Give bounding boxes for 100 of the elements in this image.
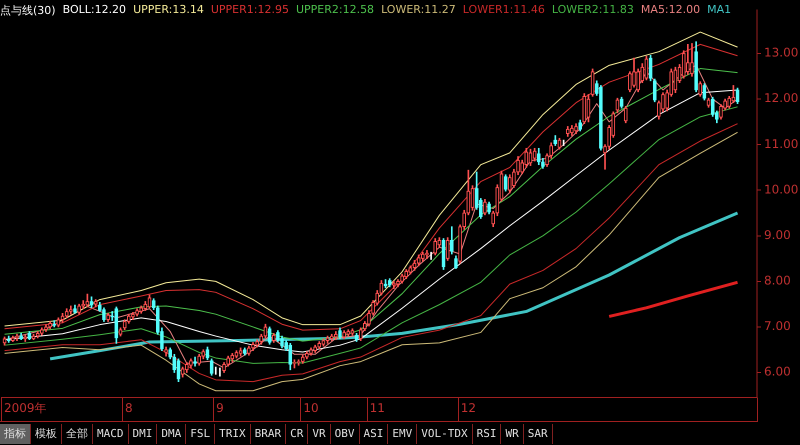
candlestick bbox=[354, 333, 358, 342]
candlestick bbox=[644, 56, 648, 80]
x-tick-label: 10 bbox=[303, 400, 319, 415]
candlestick bbox=[541, 158, 545, 169]
candlestick bbox=[661, 92, 665, 112]
candlestick bbox=[702, 83, 706, 100]
text: OBV bbox=[330, 424, 360, 444]
candlestick bbox=[330, 334, 334, 341]
candlestick bbox=[412, 260, 416, 271]
candlestick bbox=[102, 307, 106, 322]
candlestick bbox=[420, 252, 425, 262]
candlestick bbox=[206, 346, 210, 360]
text: VOL-TDX bbox=[417, 424, 473, 444]
x-tick-label: 11 bbox=[370, 400, 385, 415]
candlestick bbox=[528, 148, 532, 166]
x-tick-label: 2009年 bbox=[4, 400, 47, 415]
candlestick bbox=[698, 81, 702, 97]
y-tick-label: 10.00 bbox=[764, 182, 798, 196]
y-tick-label: 12.00 bbox=[764, 91, 798, 106]
text: CR bbox=[286, 424, 308, 444]
candlestick bbox=[317, 341, 322, 350]
candlestick bbox=[616, 98, 620, 114]
y-tick-label: 9.00 bbox=[764, 228, 791, 242]
candlestick bbox=[214, 366, 217, 375]
candlestick bbox=[442, 238, 446, 270]
candlestick bbox=[68, 306, 73, 315]
candlestick bbox=[425, 250, 429, 259]
candlestick bbox=[44, 324, 48, 332]
candlestick bbox=[674, 66, 678, 94]
text: EMV bbox=[388, 424, 418, 444]
candlestick bbox=[574, 123, 578, 134]
text: ASI bbox=[360, 424, 388, 444]
y-tick-label: 11.00 bbox=[764, 136, 798, 151]
candlestick bbox=[60, 312, 64, 323]
candlestick bbox=[135, 308, 139, 316]
text: MACD bbox=[93, 424, 128, 444]
chart-title: 点与线(30) bbox=[0, 3, 56, 18]
candlestick bbox=[483, 199, 487, 216]
candlestick bbox=[77, 304, 81, 315]
y-tick-label: 7.00 bbox=[764, 319, 791, 334]
candlestick bbox=[632, 58, 636, 88]
candlestick bbox=[90, 296, 94, 308]
text: LOWER2:11.83 bbox=[552, 3, 634, 18]
candlestick bbox=[719, 104, 723, 120]
candlestick bbox=[94, 299, 98, 308]
text: WR bbox=[501, 424, 524, 444]
candlestick bbox=[202, 349, 206, 360]
candlestick bbox=[342, 330, 346, 340]
candlestick bbox=[578, 120, 582, 132]
candlestick bbox=[326, 336, 330, 344]
text: 模板 bbox=[31, 424, 62, 444]
text: UPPER1:12.95 bbox=[210, 3, 289, 18]
candlestick bbox=[19, 333, 23, 340]
candlestick bbox=[736, 88, 740, 104]
candlestick bbox=[388, 278, 392, 288]
candlestick bbox=[470, 185, 474, 211]
candlestick bbox=[313, 344, 317, 353]
candlestick bbox=[48, 321, 52, 330]
candlestick bbox=[487, 202, 491, 214]
candlestick bbox=[73, 304, 77, 314]
candlestick bbox=[620, 96, 624, 109]
y-tick-label: 13.00 bbox=[764, 46, 798, 60]
candlestick bbox=[164, 346, 168, 356]
candlestick bbox=[624, 106, 628, 124]
candlestick bbox=[268, 326, 272, 345]
y-tick-label: 6.00 bbox=[764, 364, 791, 379]
text: SAR bbox=[524, 424, 553, 444]
candlestick bbox=[346, 329, 350, 336]
candlestick bbox=[2, 336, 6, 346]
candlestick bbox=[176, 358, 180, 382]
x-tick-label: 8 bbox=[124, 400, 133, 415]
candlestick bbox=[11, 336, 15, 342]
candlestick bbox=[690, 43, 694, 77]
text: BOLL:12.20 bbox=[62, 3, 126, 18]
candlestick bbox=[193, 356, 197, 366]
text: UPPER:13.14 bbox=[133, 3, 204, 18]
x-tick-label: 12 bbox=[460, 400, 476, 415]
candlestick bbox=[599, 85, 603, 150]
candlestick bbox=[36, 331, 40, 338]
text: BRAR bbox=[250, 424, 286, 444]
text: TRIX bbox=[215, 424, 251, 444]
text: VR bbox=[308, 424, 331, 444]
x-tick-label: 9 bbox=[216, 400, 224, 415]
candlestick bbox=[322, 338, 326, 346]
text: LOWER:11.27 bbox=[381, 3, 456, 18]
candlestick bbox=[706, 98, 710, 108]
candlestick bbox=[504, 174, 508, 192]
text: UPPER2:12.58 bbox=[296, 3, 374, 18]
candlestick bbox=[558, 138, 562, 150]
candlestick bbox=[222, 362, 226, 373]
text: MA1 bbox=[707, 3, 732, 18]
text: FSL bbox=[186, 424, 216, 444]
candlestick bbox=[300, 354, 305, 364]
candlestick bbox=[396, 279, 400, 288]
candlestick bbox=[32, 334, 36, 340]
candlestick bbox=[210, 358, 214, 376]
text: DMI bbox=[128, 424, 158, 444]
candlestick bbox=[384, 279, 388, 288]
candlestick bbox=[15, 334, 19, 341]
candlestick bbox=[309, 348, 313, 356]
